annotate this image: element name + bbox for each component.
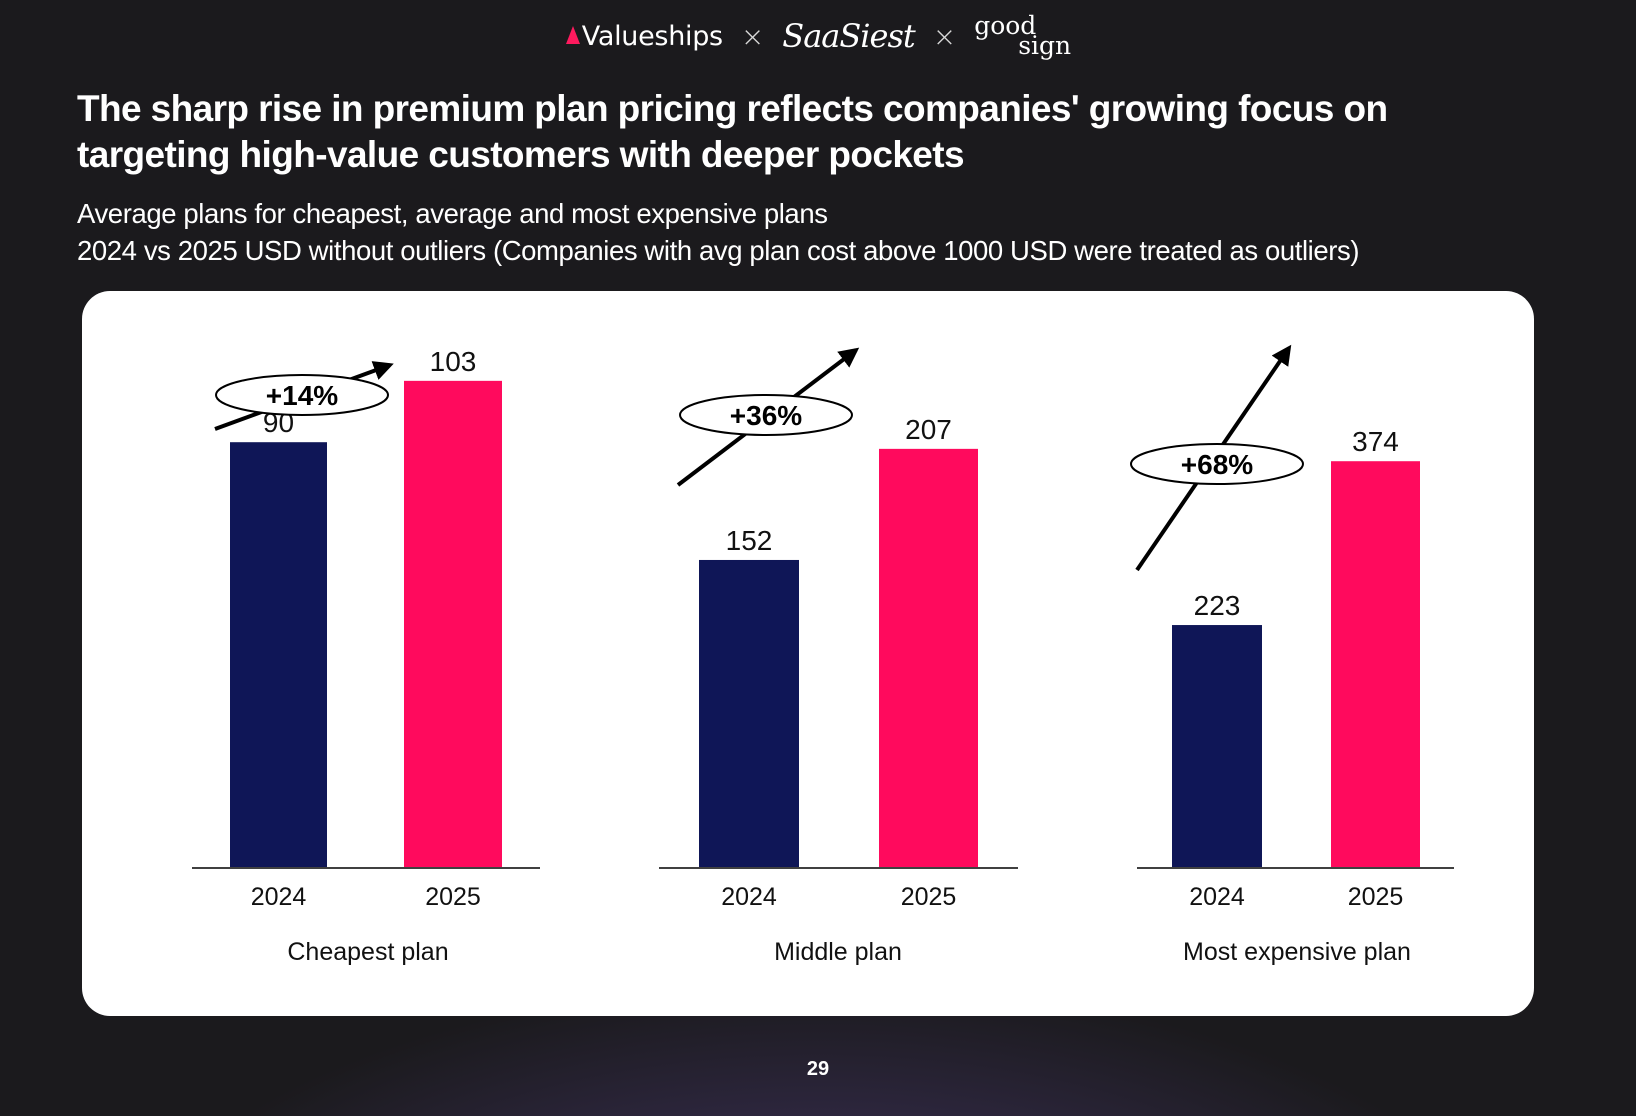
subtitle-line-1: Average plans for cheapest, average and … xyxy=(77,198,828,229)
valueships-wordmark: Valueships xyxy=(581,20,723,52)
page-headline: The sharp rise in premium plan pricing r… xyxy=(77,86,1497,178)
panel-title: Most expensive plan xyxy=(1183,938,1411,966)
saasiest-logo: SaaSiest xyxy=(782,17,915,55)
bar-2024 xyxy=(1172,625,1262,867)
valueships-triangle-icon xyxy=(565,26,580,44)
tick-label-2025: 2025 xyxy=(1348,883,1404,911)
bar-2024 xyxy=(699,559,799,867)
subtitle-line-2: 2024 vs 2025 USD without outliers (Compa… xyxy=(77,235,1360,266)
tick-label-2024: 2024 xyxy=(251,883,307,911)
change-label: +14% xyxy=(266,380,338,411)
bar-2025 xyxy=(404,380,502,867)
tick-label-2025: 2025 xyxy=(425,883,481,911)
chart-subtitle: Average plans for cheapest, average and … xyxy=(77,195,1577,269)
brand-separator-2: × xyxy=(932,19,957,53)
headline-line-1: The sharp rise in premium plan pricing r… xyxy=(77,88,1388,129)
data-label-2024: 223 xyxy=(1194,590,1241,621)
tick-label-2024: 2024 xyxy=(721,883,777,911)
brand-bar: Valueships × SaaSiest × good sign xyxy=(0,8,1636,64)
data-label-2024: 152 xyxy=(726,525,773,556)
change-label: +68% xyxy=(1181,449,1253,480)
data-label-2025: 374 xyxy=(1352,426,1399,457)
tick-label-2024: 2024 xyxy=(1189,883,1245,911)
bar-2025 xyxy=(1331,461,1420,867)
goodsign-word-good: good xyxy=(974,11,1037,40)
brand-separator-1: × xyxy=(740,19,765,53)
change-badge xyxy=(679,394,853,436)
chart-card: 90 2024 103 2025 Cheapest plan +14% 152 2024 207… xyxy=(82,291,1534,1016)
bar-2025 xyxy=(879,448,978,867)
bar-2024 xyxy=(230,442,327,867)
headline-line-2: targeting high-value customers with deep… xyxy=(77,134,965,175)
change-badge xyxy=(215,374,389,416)
valueships-logo: Valueships xyxy=(565,20,723,52)
goodsign-logo: good sign xyxy=(974,11,1072,61)
data-label-2025: 207 xyxy=(905,414,952,445)
data-label-2025: 103 xyxy=(430,346,477,377)
change-label: +36% xyxy=(730,400,802,431)
page-number: 29 xyxy=(806,1058,830,1080)
goodsign-word-sign: sign xyxy=(1018,31,1072,60)
change-badge xyxy=(1130,443,1304,485)
panel-title: Cheapest plan xyxy=(287,938,448,966)
panel-title: Middle plan xyxy=(774,938,902,966)
tick-label-2025: 2025 xyxy=(901,883,957,911)
